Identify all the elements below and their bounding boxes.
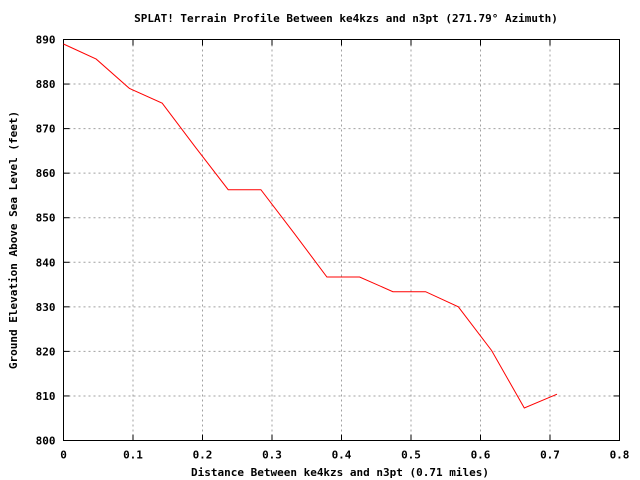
- x-tick-label: 0.7: [540, 449, 560, 462]
- y-tick-label: 820: [36, 345, 56, 358]
- y-tick-label: 830: [36, 301, 56, 314]
- x-tick-label: 0.8: [610, 449, 630, 462]
- terrain-profile-line: [63, 43, 558, 409]
- y-axis-label: Ground Elevation Above Sea Level (feet): [7, 111, 20, 369]
- x-tick-label: 0.5: [401, 449, 421, 462]
- grid-layer: [63, 39, 620, 441]
- x-tick-label: 0.6: [471, 449, 491, 462]
- x-tick-label: 0.2: [193, 449, 213, 462]
- y-tick-label: 860: [36, 167, 56, 180]
- series-layer: [63, 43, 558, 409]
- y-tick-label: 840: [36, 256, 56, 269]
- x-tick-label: 0.1: [123, 449, 143, 462]
- y-tick-label: 810: [36, 390, 56, 403]
- y-tick-label: 880: [36, 78, 56, 91]
- y-tick-label: 850: [36, 212, 56, 225]
- plot-frame: [63, 39, 620, 441]
- y-tick-label: 800: [36, 435, 56, 448]
- tick-label-layer: 800 810 820 830 840 850 860 870 880 890 0 0.1 0.2 0.3…: [36, 34, 630, 462]
- x-tick-label: 0.3: [262, 449, 282, 462]
- y-tick-label: 890: [36, 34, 56, 47]
- x-tick-label: 0.4: [332, 449, 352, 462]
- x-tick-label: 0: [60, 449, 67, 462]
- y-tick-label: 870: [36, 123, 56, 136]
- chart-title: SPLAT! Terrain Profile Between ke4kzs an…: [134, 12, 558, 25]
- x-axis-label: Distance Between ke4kzs and n3pt (0.71 m…: [191, 466, 489, 479]
